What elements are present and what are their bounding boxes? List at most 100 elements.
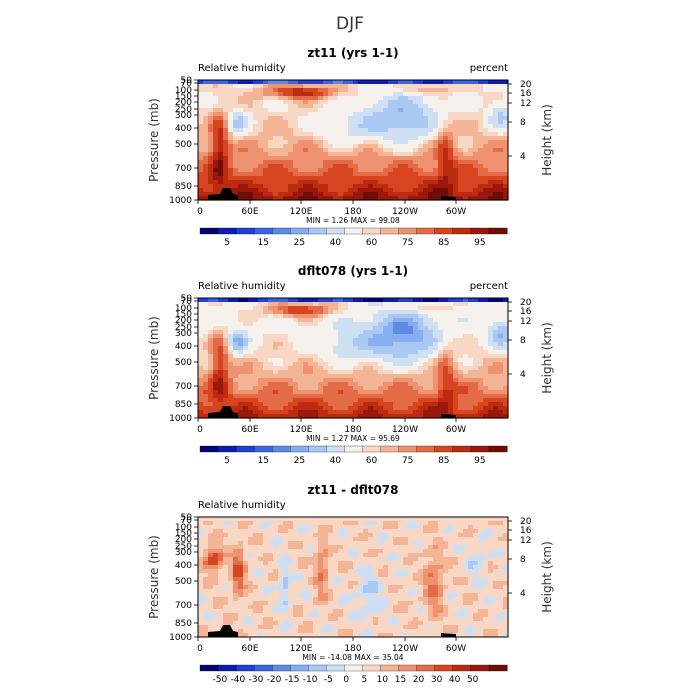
contour-cell bbox=[218, 386, 224, 391]
contour-cell bbox=[198, 390, 204, 395]
contour-cell bbox=[203, 394, 209, 399]
contour-cell bbox=[338, 148, 344, 153]
contour-cell bbox=[363, 334, 369, 339]
contour-cell bbox=[368, 188, 374, 193]
contour-cell bbox=[413, 517, 419, 522]
contour-cell bbox=[228, 585, 234, 590]
contour-cell bbox=[248, 402, 254, 407]
contour-cell bbox=[288, 402, 294, 407]
contour-cell bbox=[488, 140, 494, 145]
colorbar-swatch bbox=[290, 445, 309, 453]
contour-cell bbox=[203, 116, 209, 121]
contour-cell bbox=[473, 318, 479, 323]
contour-cell bbox=[348, 350, 354, 355]
contour-cell bbox=[343, 565, 349, 570]
contour-cell bbox=[228, 366, 234, 371]
contour-cell bbox=[278, 374, 284, 379]
contour-cell bbox=[348, 406, 354, 411]
contour-cell bbox=[243, 569, 249, 574]
contour-cell bbox=[253, 148, 259, 153]
contour-cell bbox=[498, 302, 504, 307]
contour-cell bbox=[228, 172, 234, 177]
contour-cell bbox=[458, 326, 464, 331]
contour-cell bbox=[393, 390, 399, 395]
contour-cell bbox=[458, 541, 464, 546]
contour-cell bbox=[413, 410, 419, 415]
contour-cell bbox=[403, 338, 409, 343]
y-tick-label: 400 bbox=[175, 124, 192, 134]
contour-cell bbox=[418, 322, 424, 327]
contour-cell bbox=[343, 350, 349, 355]
contour-cell bbox=[418, 398, 424, 403]
contour-cell bbox=[353, 338, 359, 343]
topography-mask bbox=[208, 188, 456, 200]
contour-cell bbox=[243, 180, 249, 185]
contour-cell bbox=[373, 160, 379, 165]
contour-cell bbox=[303, 140, 309, 145]
contour-cell bbox=[383, 144, 389, 149]
contour-cell bbox=[208, 128, 214, 133]
contour-cell bbox=[378, 362, 384, 367]
contour-cell bbox=[323, 152, 329, 157]
contour-cell bbox=[483, 402, 489, 407]
contour-cell bbox=[433, 350, 439, 355]
contour-cell bbox=[208, 565, 214, 570]
contour-cell bbox=[213, 188, 219, 193]
contour-cell bbox=[298, 545, 304, 550]
contour-cell bbox=[313, 537, 319, 542]
contour-cell bbox=[288, 569, 294, 574]
contour-cell bbox=[343, 100, 349, 105]
contour-cell bbox=[238, 541, 244, 546]
contour-cell bbox=[298, 160, 304, 165]
contour-cell bbox=[393, 302, 399, 307]
contour-cell bbox=[283, 342, 289, 347]
contour-cell bbox=[243, 164, 249, 169]
contour-cell bbox=[438, 152, 444, 157]
contour-cell bbox=[418, 342, 424, 347]
contour-cell bbox=[408, 386, 414, 391]
contour-cell bbox=[338, 88, 344, 93]
contour-cell bbox=[423, 84, 429, 89]
contour-cell bbox=[383, 318, 389, 323]
contour-cell bbox=[358, 382, 364, 387]
contour-cell bbox=[203, 128, 209, 133]
contour-cell bbox=[283, 370, 289, 375]
contour-cell bbox=[473, 402, 479, 407]
contour-cell bbox=[253, 196, 259, 201]
contour-cell bbox=[203, 80, 209, 85]
contour-cell bbox=[418, 573, 424, 578]
contour-cell bbox=[443, 96, 449, 101]
contour-cell bbox=[268, 116, 274, 121]
contour-cell bbox=[383, 104, 389, 109]
contour-cell bbox=[498, 116, 504, 121]
contour-cell bbox=[258, 100, 264, 105]
contour-cell bbox=[293, 188, 299, 193]
contour-cell bbox=[228, 577, 234, 582]
contour-cell bbox=[433, 156, 439, 161]
contour-cell bbox=[313, 302, 319, 307]
contour-cell bbox=[368, 354, 374, 359]
contour-cell bbox=[198, 581, 204, 586]
contour-cell bbox=[308, 358, 314, 363]
contour-cell bbox=[448, 136, 454, 141]
contour-cell bbox=[218, 148, 224, 153]
contour-cell bbox=[488, 521, 494, 526]
y-tick-label: 150 bbox=[175, 310, 192, 320]
contour-cell bbox=[323, 100, 329, 105]
contour-cell bbox=[388, 100, 394, 105]
contour-cell bbox=[293, 196, 299, 201]
contour-cell bbox=[413, 521, 419, 526]
contour-cell bbox=[478, 108, 484, 113]
contour-cell bbox=[268, 346, 274, 351]
contour-cell bbox=[293, 92, 299, 97]
contour-cell bbox=[383, 525, 389, 530]
contour-field bbox=[198, 298, 509, 419]
contour-cell bbox=[388, 92, 394, 97]
contour-cell bbox=[498, 378, 504, 383]
contour-cell bbox=[223, 132, 229, 137]
contour-cell bbox=[358, 585, 364, 590]
contour-cell bbox=[288, 136, 294, 141]
contour-cell bbox=[278, 557, 284, 562]
y-tick-label: 400 bbox=[175, 342, 192, 352]
contour-cell bbox=[218, 521, 224, 526]
